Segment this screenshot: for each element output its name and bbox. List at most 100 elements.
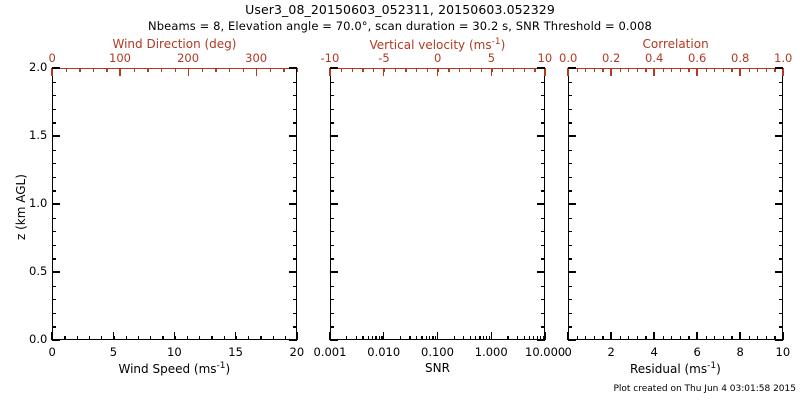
y-tick-major bbox=[330, 339, 338, 341]
x-tick-label: 20 bbox=[289, 345, 305, 359]
x-top-tick-major bbox=[329, 68, 331, 76]
x-top-tick-label: 0 bbox=[48, 51, 56, 65]
x-tick-label: 0.100 bbox=[421, 345, 454, 359]
y-tick-minor bbox=[541, 122, 545, 124]
y-tick-minor bbox=[779, 204, 783, 206]
y-tick-major bbox=[330, 203, 338, 205]
y-tick-minor bbox=[568, 231, 572, 233]
y-tick-minor bbox=[52, 217, 56, 219]
x-tick-minor bbox=[475, 336, 477, 340]
x-top-tick-minor bbox=[545, 68, 547, 72]
x-tick-label: 10 bbox=[167, 345, 182, 359]
x-top-tick-label: 0 bbox=[434, 51, 442, 65]
x-top-tick-minor bbox=[297, 68, 299, 72]
y-tick-minor bbox=[330, 340, 334, 342]
y-tick-minor bbox=[779, 258, 783, 260]
y-tick-minor bbox=[293, 149, 297, 151]
y-tick-minor bbox=[541, 244, 545, 247]
x-tick-minor bbox=[697, 336, 699, 340]
x-top-tick-minor bbox=[568, 68, 570, 72]
x-tick-minor bbox=[174, 336, 176, 340]
x-tick-minor bbox=[731, 336, 733, 340]
x-top-tick-minor bbox=[502, 68, 504, 72]
x-top-tick-minor bbox=[147, 68, 149, 72]
y-tick-minor bbox=[330, 285, 334, 287]
x-tick-minor bbox=[507, 336, 509, 340]
y-tick-minor bbox=[330, 204, 334, 206]
x-top-tick-minor bbox=[480, 68, 482, 72]
y-tick-minor bbox=[779, 244, 783, 247]
y-tick-minor bbox=[52, 95, 56, 97]
y-tick-label: 1.0 bbox=[29, 196, 48, 210]
y-tick-minor bbox=[541, 312, 545, 315]
x-tick-label: 5 bbox=[109, 345, 118, 359]
y-tick-minor bbox=[330, 326, 334, 328]
x-top-tick-label: 0.6 bbox=[688, 51, 707, 65]
x-top-tick-minor bbox=[697, 68, 699, 72]
x-tick-minor bbox=[223, 336, 225, 340]
x-top-tick-minor bbox=[731, 68, 733, 72]
x-tick-minor bbox=[688, 336, 690, 340]
y-tick-minor bbox=[779, 81, 783, 83]
x-top-tick-label: 0.0 bbox=[559, 51, 578, 65]
x-top-tick-minor bbox=[351, 68, 353, 72]
x-tick-label: 10 bbox=[775, 345, 791, 359]
x-tick-minor bbox=[101, 336, 103, 340]
y-tick-minor bbox=[293, 244, 297, 247]
y-tick-minor bbox=[779, 176, 783, 179]
x-top-tick-minor bbox=[269, 68, 272, 72]
x-top-tick-minor bbox=[576, 68, 578, 72]
axes-frame-snr bbox=[330, 68, 545, 340]
y-tick-major bbox=[568, 203, 576, 205]
y-tick-major bbox=[52, 203, 60, 205]
x-tick-minor bbox=[636, 336, 639, 340]
x-top-tick-minor bbox=[757, 68, 759, 72]
y-tick-minor bbox=[568, 81, 572, 83]
x-top-tick-minor bbox=[611, 68, 613, 72]
x-tick-minor bbox=[774, 336, 776, 340]
y-tick-minor bbox=[568, 217, 572, 219]
x-top-tick-minor bbox=[160, 68, 163, 72]
x-top-tick-major bbox=[255, 68, 257, 76]
x-top-tick-minor bbox=[228, 68, 231, 72]
y-tick-minor bbox=[52, 149, 56, 151]
x-tick-minor bbox=[367, 336, 369, 340]
y-tick-minor bbox=[330, 258, 334, 260]
y-tick-major bbox=[52, 339, 60, 341]
x-tick-minor bbox=[375, 336, 377, 340]
x-tick-minor bbox=[479, 336, 481, 340]
x-top-tick-minor bbox=[748, 68, 750, 72]
x-tick-minor bbox=[463, 336, 465, 340]
y-tick-minor bbox=[541, 326, 545, 328]
y-tick-label: 0.5 bbox=[29, 264, 48, 278]
y-tick-major bbox=[52, 271, 60, 273]
x-tick-minor bbox=[162, 336, 164, 340]
x-top-tick-minor bbox=[491, 68, 493, 72]
x-top-tick-minor bbox=[534, 68, 536, 72]
x-tick-minor bbox=[469, 336, 472, 340]
x-top-tick-minor bbox=[523, 68, 525, 72]
x-tick-minor bbox=[585, 336, 587, 340]
y-tick-minor bbox=[330, 95, 334, 97]
y-tick-minor bbox=[330, 108, 334, 111]
x-top-tick-minor bbox=[362, 68, 364, 72]
y-tick-minor bbox=[330, 122, 334, 124]
x-top-tick-major bbox=[187, 68, 189, 76]
x-top-axis-title-residual: Correlation bbox=[642, 37, 709, 51]
x-tick-minor bbox=[125, 336, 127, 340]
x-top-tick-minor bbox=[671, 68, 673, 72]
x-tick-minor bbox=[76, 336, 78, 340]
x-tick-minor bbox=[409, 336, 411, 340]
x-top-tick-minor bbox=[106, 68, 108, 72]
x-axis-title-residual: Residual (ms-1) bbox=[630, 361, 721, 376]
x-top-tick-minor bbox=[469, 68, 472, 72]
y-tick-label: 0.0 bbox=[29, 332, 48, 346]
x-top-tick-label: 0.4 bbox=[645, 51, 664, 65]
x-tick-major bbox=[490, 332, 492, 340]
x-top-tick-minor bbox=[330, 68, 332, 72]
y-tick-minor bbox=[52, 299, 56, 301]
x-top-tick-minor bbox=[585, 68, 587, 72]
x-top-tick-label: 200 bbox=[177, 51, 200, 65]
y-tick-minor bbox=[568, 204, 572, 206]
x-top-tick-minor bbox=[437, 68, 439, 72]
